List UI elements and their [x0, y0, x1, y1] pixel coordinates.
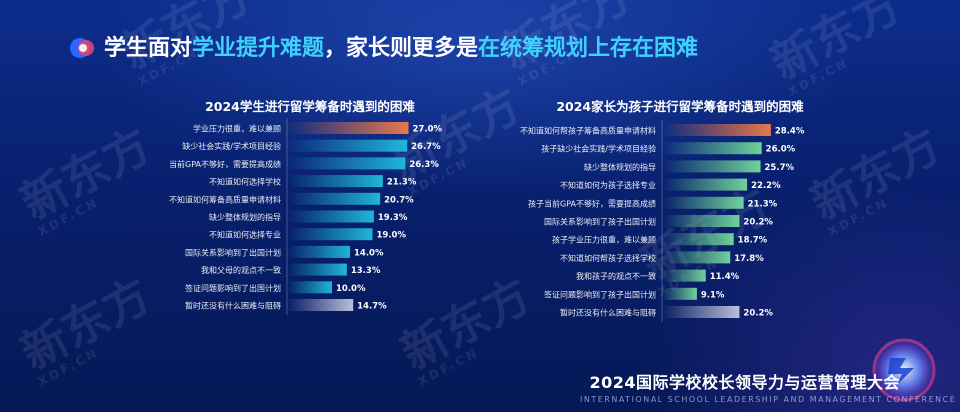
category-label: 我和父母的观点不一致 [201, 265, 281, 275]
bar [287, 281, 332, 294]
category-label: 孩子缺少社会实践/学术项目经验 [541, 144, 656, 154]
category-label: 国际关系影响到了孩子出国计划 [544, 217, 656, 227]
value-label: 9.1% [701, 290, 725, 300]
value-label: 14.0% [354, 248, 384, 258]
bar [662, 251, 731, 264]
value-label: 11.4% [710, 272, 740, 282]
category-label: 不知道如何帮孩子选择学校 [560, 253, 656, 263]
value-label: 20.2% [743, 218, 773, 228]
value-label: 21.3% [748, 199, 778, 209]
value-label: 21.3% [387, 178, 417, 188]
value-label: 19.0% [377, 231, 407, 241]
bar [287, 139, 408, 152]
bar [662, 269, 706, 282]
bar [662, 142, 762, 155]
value-label: 26.3% [409, 160, 439, 170]
value-label: 26.7% [411, 142, 441, 152]
bar [287, 299, 354, 311]
value-label: 22.2% [751, 181, 781, 191]
value-label: 28.4% [775, 127, 805, 137]
value-label: 20.7% [384, 195, 414, 205]
category-label: 孩子学业压力很重，难以兼顾 [552, 235, 656, 245]
bar [662, 215, 740, 227]
category-label: 暂时还没有什么困难与阻碍 [560, 308, 656, 318]
left-chart-title: 2024学生进行留学筹备时遇到的困难 [205, 99, 415, 114]
category-label: 不知道如何筹备高质量申请材料 [169, 194, 281, 204]
title-highlight-2: 在统筹规划上存在困难 [478, 36, 699, 61]
category-label: 当前GPA不够好，需要提高成绩 [169, 159, 281, 169]
bar [287, 245, 350, 258]
bar [287, 210, 374, 223]
conference-logo-icon [872, 338, 936, 402]
value-label: 25.7% [765, 163, 795, 173]
category-label: 签证问题影响到了出国计划 [185, 283, 281, 293]
category-label: 不知道如何选择专业 [209, 230, 281, 240]
category-label: 缺少整体规划的指导 [209, 212, 281, 222]
bar [287, 157, 406, 170]
category-label: 国际关系影响到了出国计划 [185, 247, 281, 257]
value-label: 14.7% [357, 302, 387, 312]
category-label: 不知道如何帮孩子筹备高质量申请材料 [520, 126, 656, 136]
bar [287, 228, 373, 241]
category-label: 签证问题影响到了孩子出国计划 [544, 289, 656, 299]
right-chart-title: 2024家长为孩子进行留学筹备时遇到的困难 [556, 99, 804, 114]
bar [287, 122, 409, 134]
category-label: 不知道如何选择学校 [209, 177, 281, 187]
title-part-2: ，家长则更多是 [324, 36, 479, 61]
bar [287, 192, 381, 205]
value-label: 27.0% [413, 125, 443, 135]
value-label: 20.2% [743, 309, 773, 319]
value-label: 17.8% [734, 254, 764, 264]
bar [662, 178, 748, 191]
value-label: 26.0% [766, 145, 796, 155]
bar [662, 233, 734, 246]
bar [662, 306, 740, 318]
category-label: 学业压力很重，难以兼顾 [193, 124, 281, 134]
bar [287, 263, 347, 276]
category-label: 缺少社会实践/学术项目经验 [182, 141, 281, 151]
category-label: 不知道如何为孩子选择专业 [560, 180, 656, 190]
bar [287, 175, 383, 188]
category-label: 我和孩子的观点不一致 [576, 271, 656, 281]
value-label: 19.3% [378, 213, 408, 223]
bar [662, 287, 697, 300]
page-title: 学生面对学业提升难题，家长则更多是在统筹规划上存在困难 [104, 34, 698, 64]
value-label: 13.3% [351, 266, 381, 276]
conference-title: 2024国际学校校长领导力与运营管理大会 [589, 373, 900, 392]
value-label: 18.7% [738, 236, 768, 246]
category-label: 暂时还没有什么困难与阻碍 [185, 301, 281, 311]
category-label: 孩子当前GPA不够好，需要提高成绩 [528, 198, 656, 208]
conference-subtitle: INTERNATIONAL SCHOOL LEADERSHIP AND MANA… [580, 395, 957, 404]
bar [662, 124, 771, 136]
title-highlight-1: 学业提升难题 [192, 36, 325, 61]
logo-mark-icon [70, 38, 94, 58]
category-label: 缺少整体规划的指导 [584, 162, 656, 172]
bar [662, 196, 744, 209]
bar [662, 160, 761, 173]
title-part-1: 学生面对 [104, 36, 193, 61]
value-label: 10.0% [336, 284, 366, 294]
